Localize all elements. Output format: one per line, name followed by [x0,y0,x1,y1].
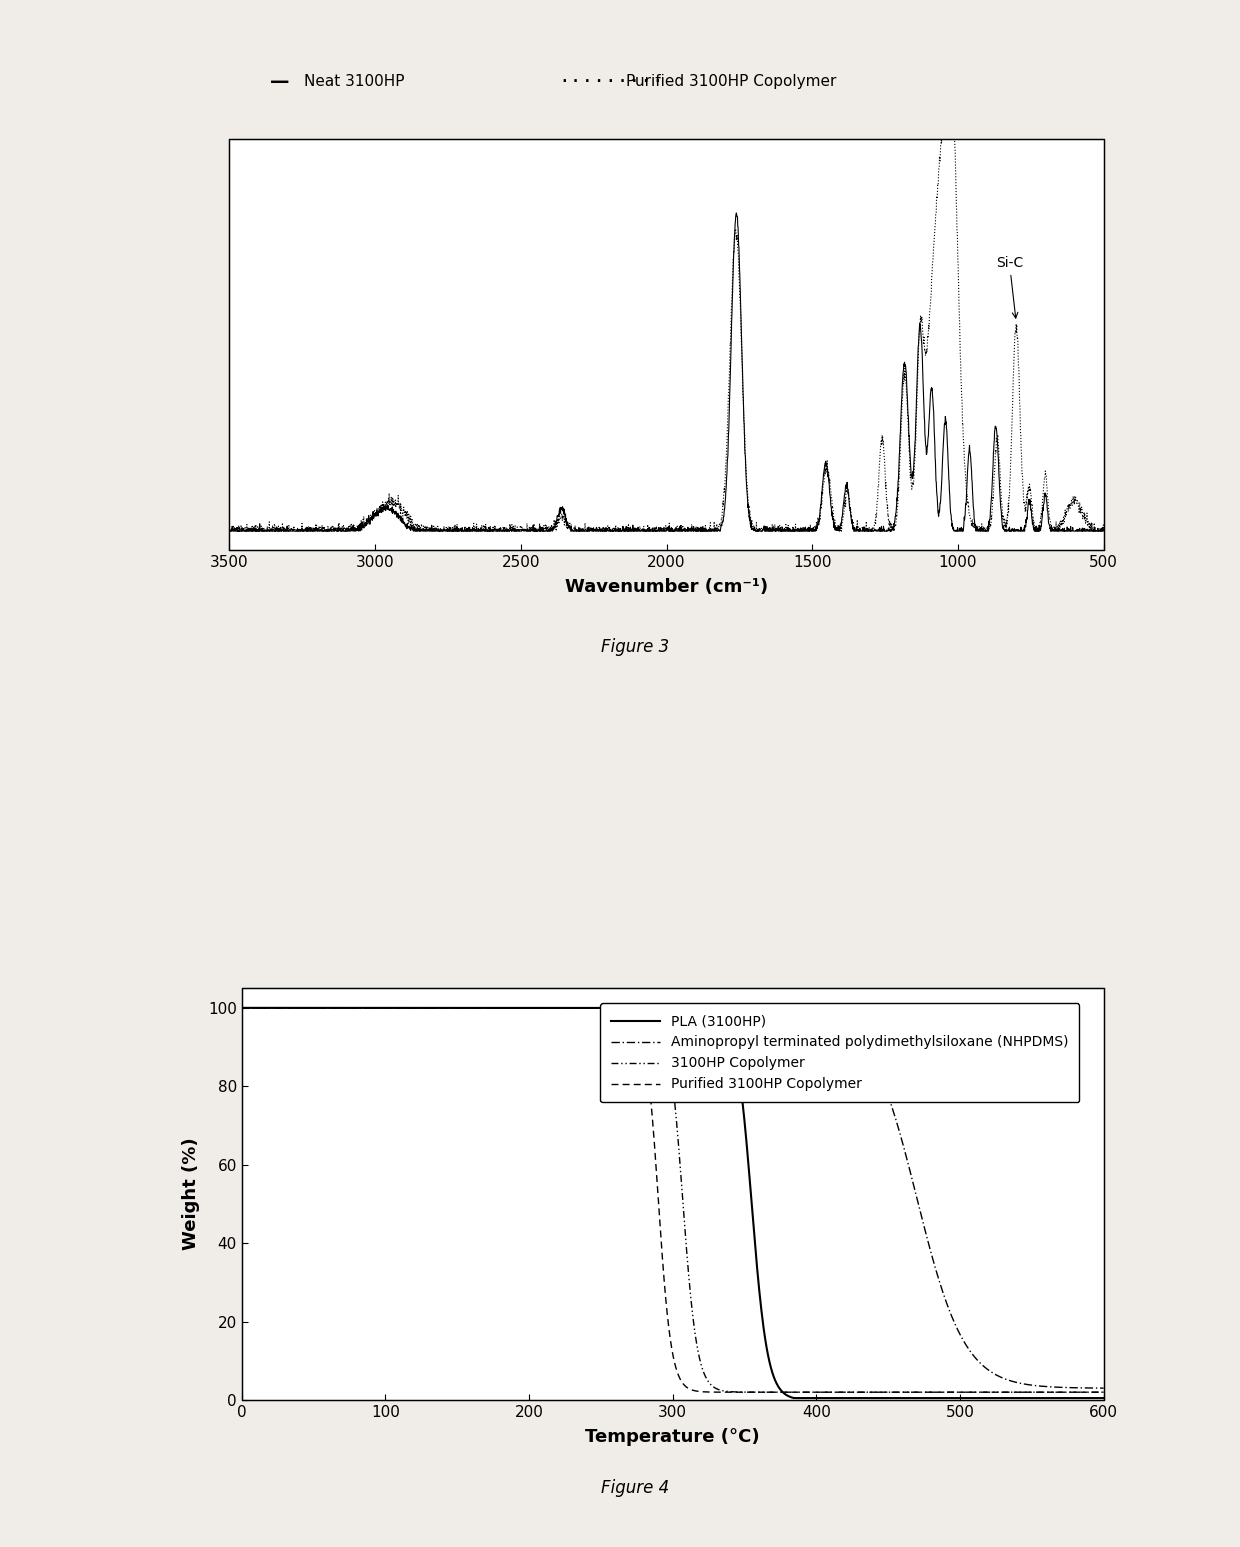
Legend: PLA (3100HP), Aminopropyl terminated polydimethylsiloxane (NHPDMS), 3100HP Copol: PLA (3100HP), Aminopropyl terminated pol… [600,1004,1079,1103]
Text: Neat 3100HP: Neat 3100HP [304,74,404,88]
Aminopropyl terminated polydimethylsiloxane (NHPDMS) [525,998,539,1016]
3100HP Copolymer [706,1377,720,1395]
PLA (3100HP) [687,999,702,1018]
3100HP Copolymer [379,998,394,1016]
3100HP Copolymer [687,1321,702,1340]
PLA (3100HP) [525,998,539,1016]
PLA (3100HP) [1096,1389,1111,1408]
Purified 3100HP Copolymer [525,998,539,1016]
Aminopropyl terminated polydimethylsiloxane (NHPDMS) [706,999,720,1018]
PLA (3100HP) [787,1389,802,1408]
PLA (3100HP) [348,998,363,1016]
Line: Purified 3100HP Copolymer: Purified 3100HP Copolymer [242,1007,1104,1392]
3100HP Copolymer [608,999,622,1018]
Aminopropyl terminated polydimethylsiloxane (NHPDMS) [687,999,702,1018]
Line: 3100HP Copolymer: 3100HP Copolymer [242,1007,1104,1392]
Purified 3100HP Copolymer [1096,1383,1111,1402]
X-axis label: Wavenumber (cm⁻¹): Wavenumber (cm⁻¹) [565,579,768,596]
Aminopropyl terminated polydimethylsiloxane (NHPDMS) [379,998,394,1016]
Purified 3100HP Copolymer [379,998,394,1016]
Line: PLA (3100HP): PLA (3100HP) [242,1007,1104,1398]
PLA (3100HP) [379,998,394,1016]
Y-axis label: Weight (%): Weight (%) [182,1139,200,1250]
Purified 3100HP Copolymer [348,998,363,1016]
Aminopropyl terminated polydimethylsiloxane (NHPDMS) [234,998,249,1016]
3100HP Copolymer [1096,1383,1111,1402]
Aminopropyl terminated polydimethylsiloxane (NHPDMS) [1096,1378,1111,1397]
X-axis label: Temperature (°C): Temperature (°C) [585,1428,760,1446]
PLA (3100HP) [234,998,249,1016]
Text: ·········: ········· [558,71,665,91]
Text: —: — [270,71,290,91]
Purified 3100HP Copolymer [234,998,249,1016]
Purified 3100HP Copolymer [706,1383,720,1402]
3100HP Copolymer [234,998,249,1016]
Aminopropyl terminated polydimethylsiloxane (NHPDMS) [348,998,363,1016]
Text: Figure 3: Figure 3 [601,637,670,656]
Purified 3100HP Copolymer [608,999,622,1018]
PLA (3100HP) [608,998,622,1016]
Purified 3100HP Copolymer [687,1381,702,1400]
Purified 3100HP Copolymer [916,1383,931,1402]
PLA (3100HP) [706,1001,720,1019]
Text: Purified 3100HP Copolymer: Purified 3100HP Copolymer [626,74,836,88]
Line: Aminopropyl terminated polydimethylsiloxane (NHPDMS): Aminopropyl terminated polydimethylsilox… [242,1007,1104,1388]
3100HP Copolymer [525,998,539,1016]
Text: Figure 4: Figure 4 [601,1479,670,1497]
3100HP Copolymer [967,1383,982,1402]
Aminopropyl terminated polydimethylsiloxane (NHPDMS) [608,998,622,1016]
Text: Si-C: Si-C [996,255,1023,319]
3100HP Copolymer [348,998,363,1016]
